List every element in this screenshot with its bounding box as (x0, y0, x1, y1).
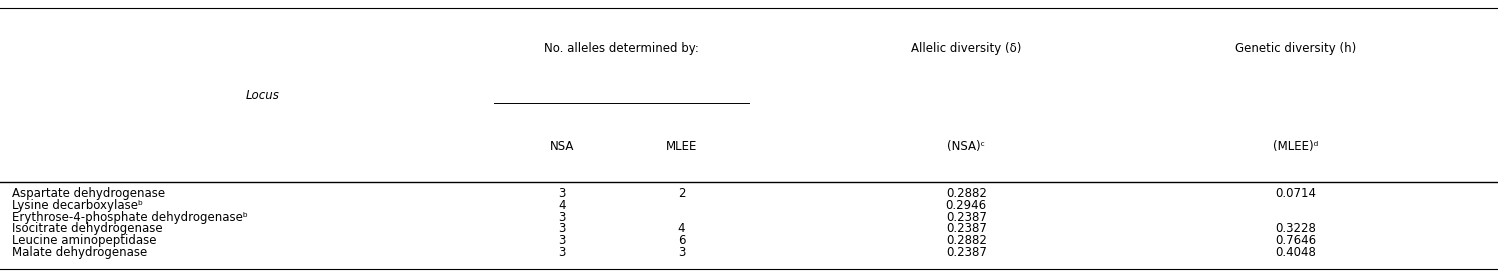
Text: Lysine decarboxylaseᵇ: Lysine decarboxylaseᵇ (12, 199, 142, 212)
Text: (MLEE)ᵈ: (MLEE)ᵈ (1273, 140, 1318, 153)
Text: 0.2387: 0.2387 (945, 211, 987, 224)
Text: 0.7646: 0.7646 (1275, 234, 1317, 247)
Text: MLEE: MLEE (667, 140, 697, 153)
Text: NSA: NSA (550, 140, 574, 153)
Text: 2: 2 (677, 187, 686, 200)
Text: Malate dehydrogenase: Malate dehydrogenase (12, 246, 147, 259)
Text: 0.2387: 0.2387 (945, 222, 987, 236)
Text: 0.4048: 0.4048 (1275, 246, 1317, 259)
Text: 4: 4 (677, 222, 686, 236)
Text: Allelic diversity (δ): Allelic diversity (δ) (911, 42, 1022, 55)
Text: 3: 3 (559, 222, 565, 236)
Text: Aspartate dehydrogenase: Aspartate dehydrogenase (12, 187, 165, 200)
Text: 4: 4 (557, 199, 566, 212)
Text: Locus: Locus (246, 89, 279, 102)
Text: Isocitrate dehydrogenase: Isocitrate dehydrogenase (12, 222, 163, 236)
Text: 6: 6 (677, 234, 686, 247)
Text: 0.2882: 0.2882 (945, 234, 987, 247)
Text: 0.3228: 0.3228 (1275, 222, 1317, 236)
Text: 3: 3 (559, 246, 565, 259)
Text: 3: 3 (679, 246, 685, 259)
Text: Leucine aminopeptidase: Leucine aminopeptidase (12, 234, 156, 247)
Text: 0.2387: 0.2387 (945, 246, 987, 259)
Text: 3: 3 (559, 211, 565, 224)
Text: 3: 3 (559, 187, 565, 200)
Text: 0.2882: 0.2882 (945, 187, 987, 200)
Text: Erythrose-4-phosphate dehydrogenaseᵇ: Erythrose-4-phosphate dehydrogenaseᵇ (12, 211, 247, 224)
Text: 0.2946: 0.2946 (945, 199, 987, 212)
Text: 3: 3 (559, 234, 565, 247)
Text: 0.0714: 0.0714 (1275, 187, 1317, 200)
Text: Genetic diversity (h): Genetic diversity (h) (1236, 42, 1356, 55)
Text: (NSA)ᶜ: (NSA)ᶜ (947, 140, 986, 153)
Text: No. alleles determined by:: No. alleles determined by: (544, 42, 700, 55)
